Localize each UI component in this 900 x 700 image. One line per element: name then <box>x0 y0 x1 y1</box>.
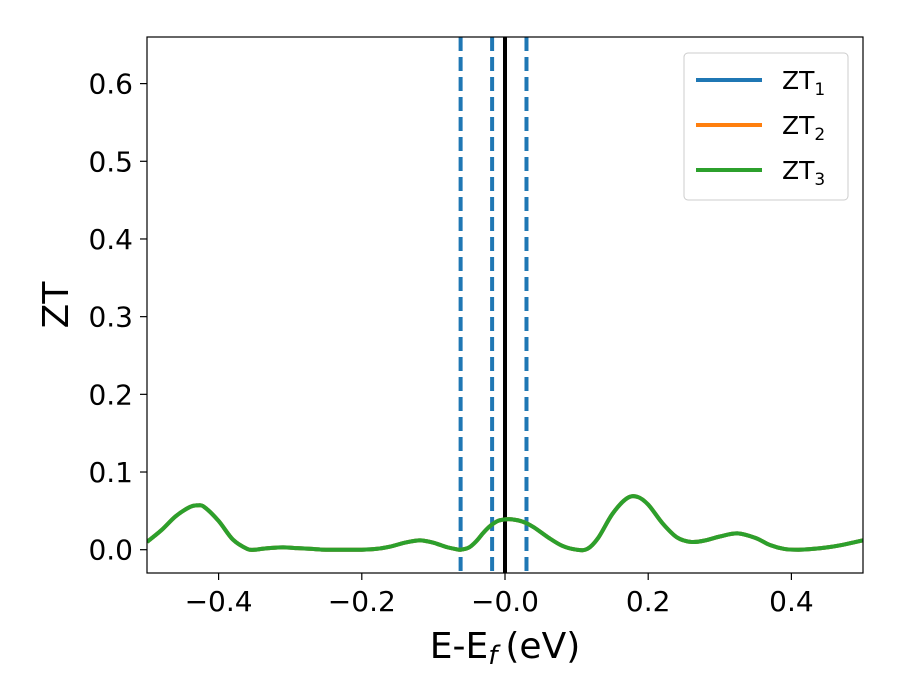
x-tick-label: −0.0 <box>471 585 539 618</box>
reference-lines <box>458 37 529 573</box>
legend-label-zt3: ZT3 <box>782 156 825 190</box>
series-layer <box>147 494 863 553</box>
y-tick-label: 0.4 <box>88 223 133 256</box>
y-tick-label: 0.3 <box>88 301 133 334</box>
legend-box <box>683 52 849 201</box>
y-tick-label: 0.6 <box>88 68 133 101</box>
y-tick-label: 0.2 <box>88 378 133 411</box>
x-axis-label: E-Ef (eV) <box>430 626 581 671</box>
y-axis-label: ZT <box>36 281 77 329</box>
x-axis-label-subscript: f <box>488 641 501 671</box>
legend-label-zt2: ZT2 <box>782 111 825 145</box>
x-axis-label-unit: (eV) <box>505 626 580 667</box>
x-axis: −0.4 −0.2 −0.0 0.2 0.4 <box>185 573 814 618</box>
legend-label-zt1: ZT1 <box>782 66 825 100</box>
series-line-zt3 <box>147 494 863 553</box>
y-tick-label: 0.1 <box>88 456 133 489</box>
x-tick-label: 0.4 <box>769 585 814 618</box>
y-tick-label: 0.0 <box>88 534 133 567</box>
x-tick-label: 0.2 <box>626 585 671 618</box>
y-axis: 0.0 0.1 0.2 0.3 0.4 0.5 0.6 <box>88 68 147 567</box>
legend: ZT1 ZT2 ZT3 <box>683 52 849 201</box>
x-tick-label: −0.2 <box>328 585 396 618</box>
y-tick-label: 0.5 <box>88 145 133 178</box>
x-tick-label: −0.4 <box>185 585 253 618</box>
